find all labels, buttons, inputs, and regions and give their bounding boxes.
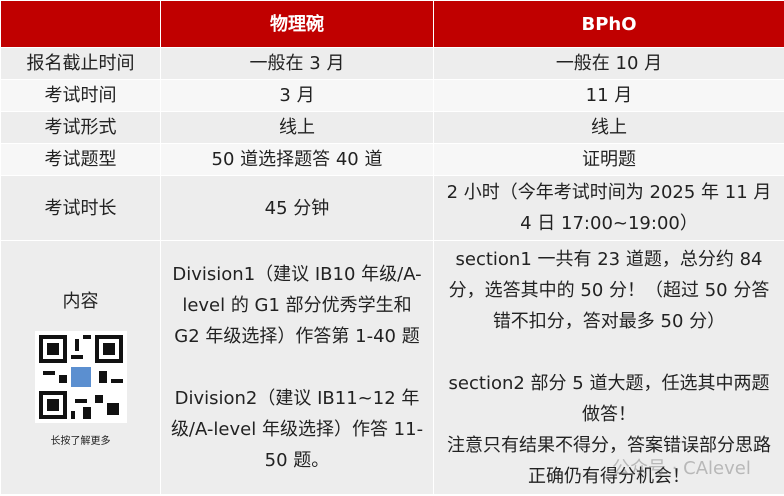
cell: 考试时长 — [0, 175, 161, 241]
header-cell: 物理碗 — [160, 0, 434, 48]
cell: 3 月 — [160, 79, 434, 112]
cell: 45 分钟 — [160, 175, 434, 241]
cell: 考试时间 — [0, 79, 161, 112]
cell: 一般在 3 月 — [160, 47, 434, 80]
header-cell: BPhO — [433, 0, 784, 48]
cell: 线上 — [433, 111, 784, 144]
cell: 证明题 — [433, 143, 784, 176]
table-row: 考试题型 50 道选择题答 40 道证明题 — [0, 143, 784, 176]
qr-caption: 长按了解更多 — [50, 436, 111, 447]
table-body: 报名截止时间 一般在 3 月一般在 10 月考试时间 3 月 11 月考试形式 线上 线上… — [0, 47, 784, 495]
cell: Division1（建议 IB10 年级/A-level 的 G1 部分优秀学生… — [160, 240, 434, 495]
paragraph: section1 一共有 23 道题，总分约 84 分，选答其中的 50 分！（… — [448, 248, 770, 332]
cell: 考试形式 — [0, 111, 161, 144]
paragraph: 注意只有结果不得分，答案错误部分思路正确仍有得分机会！ — [447, 434, 771, 487]
cell: 考试题型 — [0, 143, 161, 176]
header-cell — [0, 0, 161, 48]
table-row: 考试时长 45 分钟 2 小时（今年考试时间为 2025 年 11 月 4 日 17… — [0, 175, 784, 241]
content-row: 内容 长按了 — [0, 240, 784, 495]
cell: section1 一共有 23 道题，总分约 84 分，选答其中的 50 分！（… — [433, 240, 784, 495]
watermark: 公众号 · CAlevel — [612, 458, 751, 479]
paragraph: Division2（建议 IB11~12 年级/A-level 年级选择）作答 … — [170, 388, 424, 471]
cell: 11 月 — [433, 79, 784, 112]
header-row: 物理碗 BPhO — [0, 0, 784, 48]
table-row: 考试形式 线上 线上 — [0, 111, 784, 144]
cell: 线上 — [160, 111, 434, 144]
table-row: 考试时间 3 月 11 月 — [0, 79, 784, 112]
cell: 50 道选择题答 40 道 — [160, 143, 434, 176]
paragraph: section2 部分 5 道大题，任选其中两题做答！ — [448, 372, 770, 425]
cell: 报名截止时间 — [0, 47, 161, 80]
cell: 一般在 10 月 — [433, 47, 784, 80]
cell: 内容 长按了 — [0, 240, 161, 495]
qr-image — [34, 331, 127, 423]
cell: 2 小时（今年考试时间为 2025 年 11 月 4 日 17:00~19:00… — [433, 175, 784, 241]
row-label: 内容 — [62, 291, 99, 312]
table-row: 报名截止时间 一般在 3 月一般在 10 月 — [0, 47, 784, 80]
paragraph: Division1（建议 IB10 年级/A-level 的 G1 部分优秀学生… — [172, 264, 422, 347]
qr-code: 长按了解更多 — [34, 331, 127, 449]
